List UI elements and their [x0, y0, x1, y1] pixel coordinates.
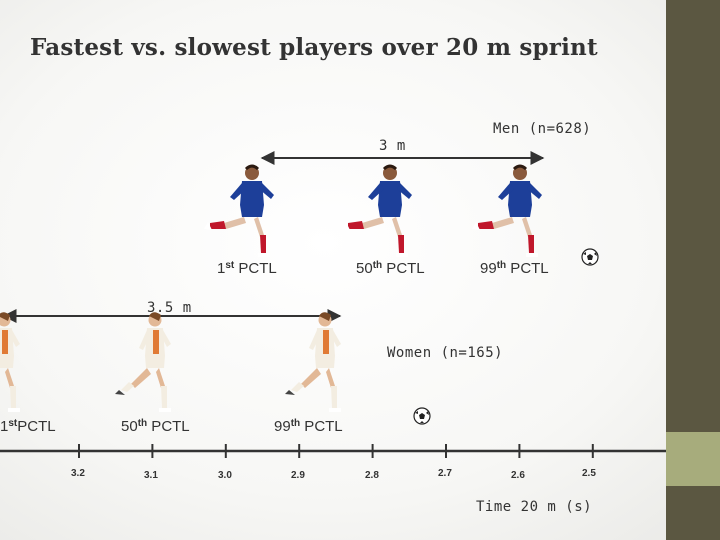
men-percentile-50: 50th PCTL [356, 260, 425, 277]
time-tick-label: 3.0 [218, 470, 232, 481]
men-distance-label: 3 m [379, 138, 406, 154]
time-tick-label: 2.5 [582, 468, 596, 479]
women-group-label: Women (n=165) [387, 345, 504, 361]
women-distance-label: 3.5 m [147, 300, 192, 316]
slide-title: Fastest vs. slowest players over 20 m sp… [30, 34, 598, 61]
men-percentile-1: 1st PCTL [217, 260, 277, 277]
time-tick-label: 2.8 [365, 470, 379, 481]
male-player-icon [470, 164, 544, 259]
time-tick-label: 3.2 [71, 468, 85, 479]
women-percentile-1: 1stPCTL [0, 418, 56, 435]
soccer-ball-icon [413, 407, 431, 425]
women-percentile-50: 50th PCTL [121, 418, 190, 435]
female-player-icon [115, 312, 171, 412]
time-tick-label: 2.7 [438, 468, 452, 479]
women-percentile-99: 99th PCTL [274, 418, 343, 435]
time-tick-label: 2.6 [511, 470, 525, 481]
time-axis-ticks [78, 444, 594, 458]
time-tick-label: 3.1 [144, 470, 158, 481]
men-percentile-99: 99th PCTL [480, 260, 549, 277]
female-player-icon [285, 312, 341, 412]
men-group-label: Men (n=628) [493, 121, 592, 137]
female-player-icon [0, 312, 20, 412]
time-tick-label: 2.9 [291, 470, 305, 481]
male-player-icon [202, 164, 276, 259]
soccer-ball-icon [581, 248, 599, 266]
male-player-icon [340, 164, 414, 259]
side-accent-block [666, 432, 720, 486]
time-axis-label: Time 20 m (s) [476, 499, 593, 515]
